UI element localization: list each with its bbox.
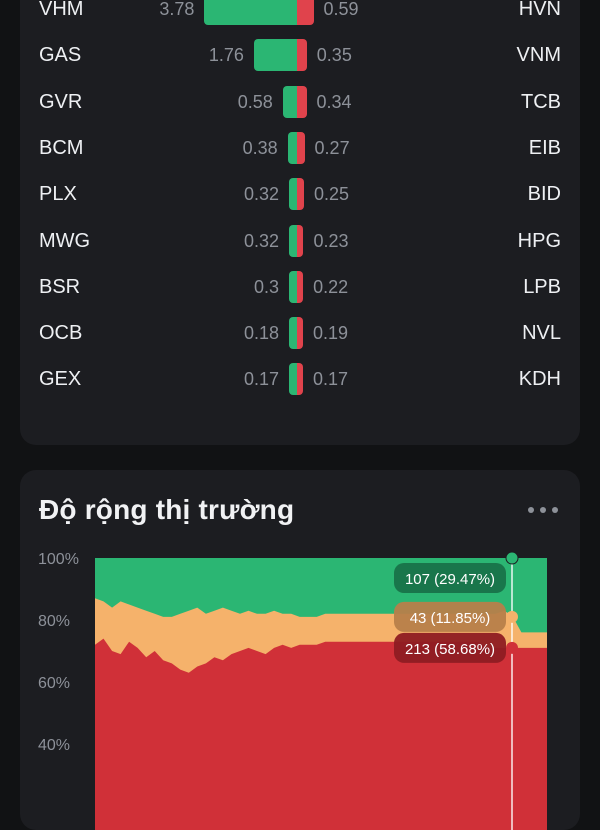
right-value: 0.22 bbox=[313, 276, 349, 297]
left-ticker[interactable]: BSR bbox=[39, 275, 81, 298]
down-label-pill bbox=[394, 632, 506, 663]
impact-row[interactable]: GEX 0.17 0.17 KDH bbox=[20, 363, 580, 396]
down-marker bbox=[506, 641, 518, 654]
loss-bar bbox=[297, 85, 307, 118]
neutral-label-pill bbox=[394, 601, 506, 632]
impact-row[interactable]: GAS 1.76 0.35 VNM bbox=[20, 39, 580, 72]
impact-row[interactable]: OCB 0.18 0.19 NVL bbox=[20, 317, 580, 350]
left-value: 3.78 bbox=[159, 0, 195, 19]
right-value: 0.17 bbox=[313, 369, 349, 390]
right-value: 0.25 bbox=[314, 184, 350, 205]
up-label-pill bbox=[394, 563, 506, 593]
y-tick-label: 80% bbox=[38, 613, 70, 630]
right-value: 0.35 bbox=[316, 45, 352, 66]
impact-row[interactable]: VHM 3.78 0.59 HVN bbox=[20, 0, 580, 25]
gain-bar bbox=[289, 270, 297, 303]
loss-bar bbox=[297, 0, 314, 25]
left-ticker[interactable]: VHM bbox=[39, 0, 84, 20]
right-value: 0.27 bbox=[314, 137, 350, 158]
loss-bar bbox=[297, 363, 303, 396]
left-ticker[interactable]: GVR bbox=[39, 90, 83, 113]
left-value: 1.76 bbox=[208, 45, 244, 66]
down-area bbox=[95, 638, 547, 830]
loss-bar bbox=[297, 224, 304, 257]
y-tick-label: 40% bbox=[38, 737, 70, 754]
right-ticker[interactable]: NVL bbox=[522, 322, 561, 345]
left-value: 0.18 bbox=[243, 323, 279, 344]
neutral-marker bbox=[506, 610, 518, 623]
gain-bar bbox=[253, 39, 297, 72]
impact-row[interactable]: BSR 0.3 0.22 LPB bbox=[20, 270, 580, 303]
left-ticker[interactable]: OCB bbox=[39, 322, 83, 345]
gain-bar bbox=[204, 0, 297, 25]
left-ticker[interactable]: GEX bbox=[39, 368, 82, 391]
right-value: 0.34 bbox=[316, 91, 352, 112]
right-ticker[interactable]: EIB bbox=[528, 136, 561, 159]
top-impact-card: VHM 3.78 0.59 HVN GAS 1.76 0.35 VNM GVR 0.58 0.34 T… bbox=[20, 0, 580, 445]
gain-bar bbox=[289, 178, 297, 211]
gain-bar bbox=[289, 363, 297, 396]
impact-row[interactable]: MWG 0.32 0.23 HPG bbox=[20, 224, 580, 257]
market-breadth-card: Độ rộng thị trường 100% 80% 60% 40% 107 (29.… bbox=[20, 470, 580, 830]
gain-bar bbox=[287, 131, 297, 164]
loss-bar bbox=[297, 39, 307, 72]
right-ticker[interactable]: VNM bbox=[516, 44, 561, 67]
left-ticker[interactable]: GAS bbox=[39, 44, 82, 67]
loss-bar bbox=[297, 131, 305, 164]
left-ticker[interactable]: BCM bbox=[39, 136, 84, 159]
left-value: 0.32 bbox=[243, 184, 279, 205]
chart-title: Độ rộng thị trường bbox=[39, 494, 295, 525]
neutral-label: 43 (11.85%) bbox=[410, 610, 491, 627]
up-label: 107 (29.47%) bbox=[405, 571, 495, 588]
right-ticker[interactable]: BID bbox=[527, 183, 561, 206]
right-ticker[interactable]: LPB bbox=[523, 275, 561, 298]
y-tick-label: 100% bbox=[38, 551, 79, 568]
right-ticker[interactable]: TCB bbox=[521, 90, 561, 113]
gain-bar bbox=[289, 317, 297, 350]
right-ticker[interactable]: KDH bbox=[518, 368, 561, 391]
loss-bar bbox=[297, 178, 304, 211]
right-value: 0.23 bbox=[313, 230, 349, 251]
left-value: 0.58 bbox=[237, 91, 273, 112]
impact-row[interactable]: GVR 0.58 0.34 TCB bbox=[20, 85, 580, 118]
right-value: 0.59 bbox=[323, 0, 359, 19]
right-ticker[interactable]: HPG bbox=[517, 229, 561, 252]
market-breadth-chart: 100% 80% 60% 40% 107 (29.47%) 43 (11.85%) 213 … bbox=[38, 551, 547, 830]
left-value: 0.32 bbox=[243, 230, 279, 251]
right-value: 0.19 bbox=[313, 323, 349, 344]
impact-row[interactable]: BCM 0.38 0.27 EIB bbox=[20, 131, 580, 164]
left-value: 0.3 bbox=[253, 276, 279, 297]
left-ticker[interactable]: MWG bbox=[39, 229, 91, 252]
gain-bar bbox=[282, 85, 297, 118]
left-value: 0.17 bbox=[243, 369, 279, 390]
y-tick-label: 60% bbox=[38, 675, 70, 692]
left-ticker[interactable]: PLX bbox=[39, 183, 77, 206]
right-ticker[interactable]: HVN bbox=[518, 0, 561, 20]
loss-bar bbox=[297, 317, 303, 350]
gain-bar bbox=[289, 224, 297, 257]
loss-bar bbox=[297, 270, 304, 303]
more-horizontal-icon[interactable] bbox=[528, 506, 558, 514]
left-value: 0.38 bbox=[242, 137, 278, 158]
down-label: 213 (58.68%) bbox=[405, 641, 495, 658]
up-marker bbox=[505, 551, 519, 565]
impact-row[interactable]: PLX 0.32 0.25 BID bbox=[20, 178, 580, 211]
